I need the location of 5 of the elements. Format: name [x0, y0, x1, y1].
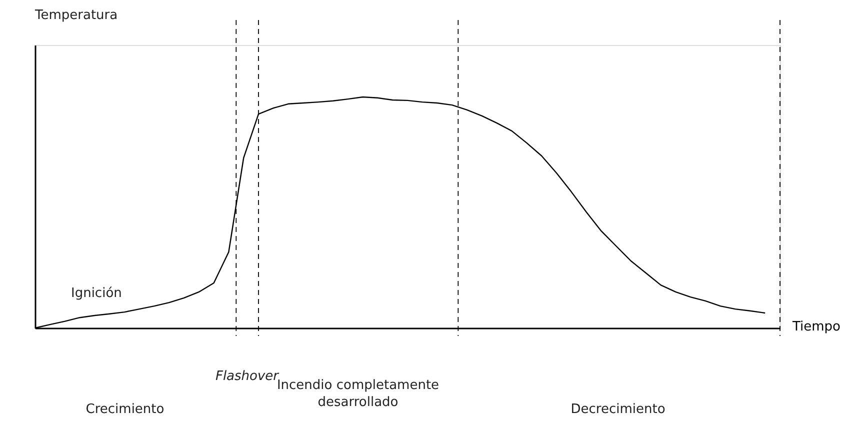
text: Crecimiento [86, 402, 164, 417]
text: Decrecimiento [570, 402, 666, 417]
annotation: Ignición [71, 286, 122, 301]
x-axis-title: Tiempo [791, 320, 841, 334]
text: Temperatura [34, 8, 118, 23]
